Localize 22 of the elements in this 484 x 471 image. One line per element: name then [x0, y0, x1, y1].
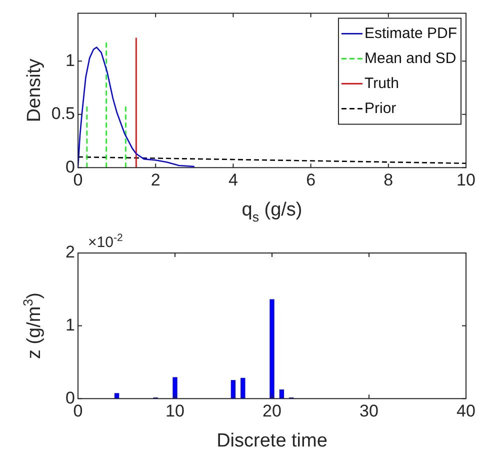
x-tick-label: 20	[262, 401, 282, 420]
y-tick-label: 0	[66, 157, 75, 176]
x-tick-label: 10	[456, 170, 476, 190]
y-tick-label: 1	[66, 315, 75, 334]
x-axis-title: Discrete time	[216, 430, 328, 452]
x-tick-label: 6	[306, 170, 316, 190]
x-tick-label: 8	[384, 170, 394, 190]
y-tick-label: 2	[66, 242, 75, 262]
x-tick-label: 30	[360, 401, 378, 420]
y-tick-label: 1	[66, 50, 75, 70]
legend-label: Prior	[364, 100, 396, 117]
x-tick-label: 10	[166, 401, 184, 420]
y-tick-label: 0.5	[51, 104, 75, 124]
legend-label: Mean and SD	[364, 50, 456, 67]
x-tick-label: 4	[228, 170, 238, 190]
y-axis-title: Density	[24, 58, 45, 122]
y-axis-title: z (g/m3)	[20, 292, 45, 360]
legend-label: Truth	[364, 74, 399, 92]
y-tick-label: 0	[66, 388, 75, 408]
x-tick-label: 40	[456, 401, 476, 420]
x-tick-label: 2	[150, 170, 160, 190]
legend-label: Estimate PDF	[364, 24, 458, 42]
